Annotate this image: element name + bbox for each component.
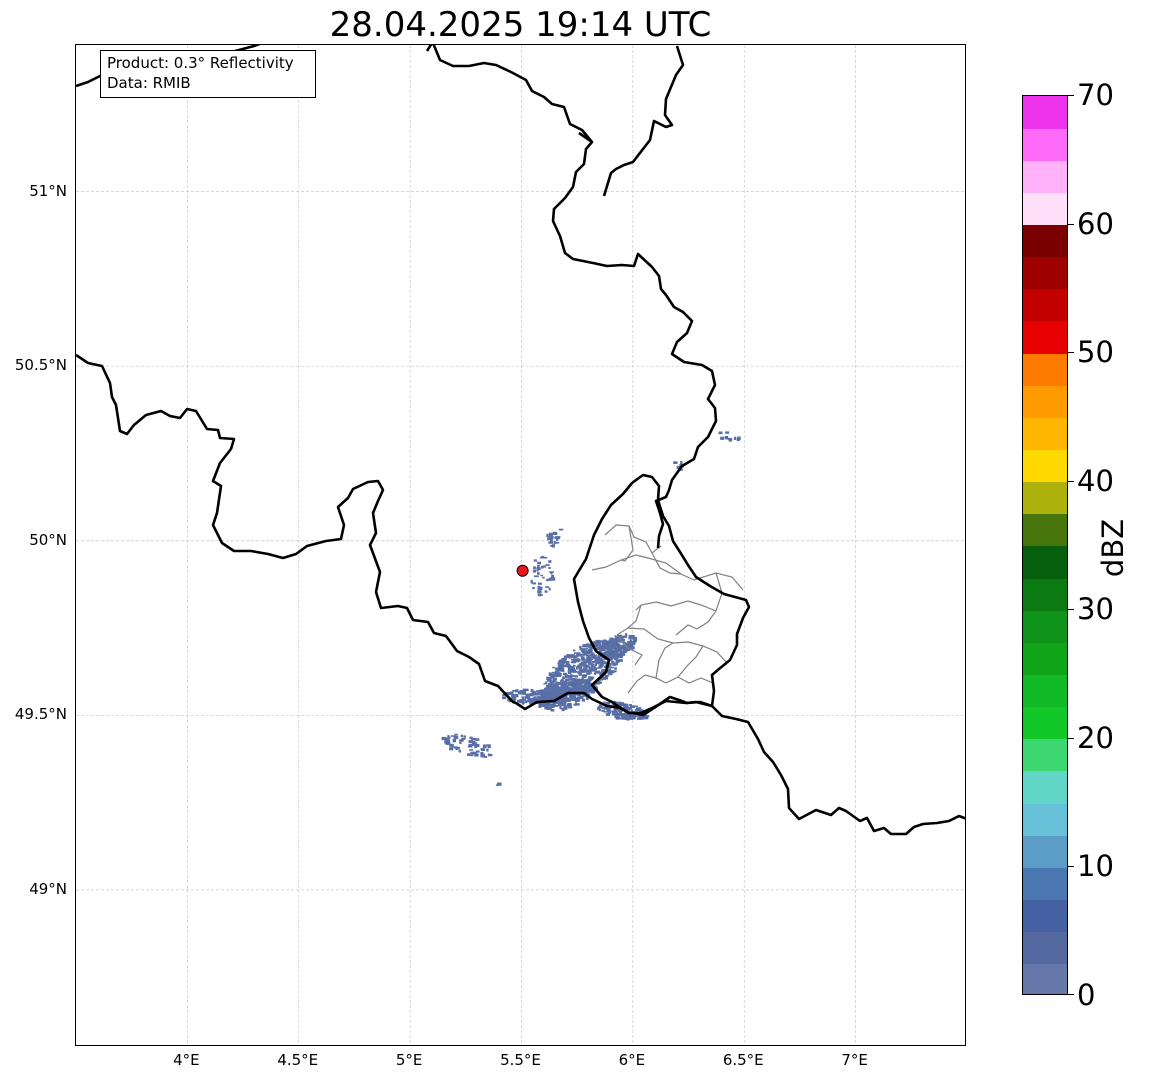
colorbar-segment bbox=[1023, 835, 1067, 868]
colorbar-segment bbox=[1023, 738, 1067, 772]
colorbar-tick-label: 50 bbox=[1077, 335, 1114, 370]
colorbar-segment bbox=[1023, 642, 1067, 676]
lon-tick-label: 6.5°E bbox=[722, 1051, 764, 1069]
radar-map bbox=[76, 45, 965, 1045]
lon-tick-label: 4°E bbox=[173, 1051, 200, 1069]
colorbar-tick-mark bbox=[1068, 352, 1074, 354]
graticule bbox=[76, 45, 965, 1045]
colorbar-segment bbox=[1023, 513, 1067, 547]
colorbar-tick-label: 40 bbox=[1077, 463, 1114, 498]
colorbar-segment bbox=[1023, 481, 1067, 515]
subregion-border bbox=[627, 674, 714, 694]
map-title: 28.04.2025 19:14 UTC bbox=[329, 5, 712, 45]
border-coast-shift bbox=[425, 45, 433, 52]
colorbar-tick-label: 30 bbox=[1077, 592, 1114, 627]
product-label: Product: 0.3° Reflectivity bbox=[107, 54, 294, 72]
colorbar-segment bbox=[1023, 546, 1067, 579]
colorbar-tick-label: 20 bbox=[1077, 720, 1114, 755]
colorbar-tick-mark bbox=[1068, 994, 1074, 995]
colorbar-segment bbox=[1023, 610, 1067, 643]
subregion-border bbox=[627, 604, 642, 629]
border-belgium-germany bbox=[432, 45, 718, 549]
colorbar bbox=[1022, 95, 1068, 995]
subregion-border bbox=[620, 525, 634, 562]
lon-tick-label: 5.5°E bbox=[500, 1051, 541, 1069]
border-netherlands bbox=[602, 45, 685, 197]
subregion-border bbox=[655, 642, 674, 679]
colorbar-segment bbox=[1023, 160, 1067, 193]
subregion-borders bbox=[591, 524, 744, 694]
border-luxembourg bbox=[572, 473, 751, 717]
subregion-border bbox=[591, 554, 744, 591]
colorbar-segment bbox=[1023, 771, 1067, 804]
product-info-box: Product: 0.3° Reflectivity Data: RMIB bbox=[100, 50, 316, 98]
national-borders bbox=[76, 45, 965, 836]
lat-tick-label: 50.5°N bbox=[14, 356, 67, 375]
colorbar-segment bbox=[1023, 385, 1067, 418]
colorbar-tick-mark bbox=[1068, 223, 1074, 225]
colorbar-segment bbox=[1023, 963, 1067, 994]
colorbar-segment bbox=[1023, 96, 1067, 129]
colorbar-unit-label: dBZ bbox=[1096, 518, 1130, 578]
subregion-border bbox=[616, 634, 643, 666]
colorbar-segment bbox=[1023, 321, 1067, 354]
colorbar-segment bbox=[1023, 417, 1067, 451]
lat-tick-label: 49.5°N bbox=[14, 705, 67, 724]
border-france-belgium-south bbox=[515, 691, 713, 715]
subregion-border bbox=[635, 600, 717, 612]
border-germany-east bbox=[711, 705, 965, 836]
lat-tick-label: 51°N bbox=[29, 181, 67, 200]
colorbar-tick-mark bbox=[1068, 95, 1074, 96]
colorbar-segment bbox=[1023, 803, 1067, 836]
map-panel[interactable] bbox=[75, 44, 966, 1046]
colorbar-segment bbox=[1023, 931, 1067, 965]
colorbar-tick-label: 10 bbox=[1077, 849, 1114, 884]
lon-tick-label: 7°E bbox=[841, 1051, 868, 1069]
border-belgium-west bbox=[76, 353, 517, 705]
data-source-label: Data: RMIB bbox=[107, 74, 191, 92]
radar-site-marker bbox=[516, 564, 529, 577]
lat-tick-label: 50°N bbox=[29, 530, 67, 549]
lon-tick-label: 4.5°E bbox=[277, 1051, 319, 1069]
lat-tick-label: 49°N bbox=[29, 879, 67, 898]
colorbar-segment bbox=[1023, 224, 1067, 258]
colorbar-segment bbox=[1023, 899, 1067, 933]
colorbar-segment bbox=[1023, 674, 1067, 708]
lon-tick-label: 5°E bbox=[395, 1051, 423, 1069]
colorbar-tick-mark bbox=[1068, 866, 1074, 868]
subregion-border bbox=[677, 645, 704, 678]
colorbar-segment bbox=[1023, 706, 1067, 740]
colorbar-segment bbox=[1023, 353, 1067, 386]
colorbar-segment bbox=[1023, 192, 1067, 226]
colorbar-tick-label: 60 bbox=[1077, 206, 1114, 241]
colorbar-tick-label: 70 bbox=[1077, 78, 1114, 112]
colorbar-segment bbox=[1023, 256, 1067, 290]
colorbar-tick-mark bbox=[1068, 737, 1074, 739]
colorbar-tick-label: 0 bbox=[1077, 978, 1096, 1012]
colorbar-segment bbox=[1023, 288, 1067, 322]
colorbar-segment bbox=[1023, 867, 1067, 901]
border-netherlands-east bbox=[578, 131, 593, 144]
colorbar-tick-mark bbox=[1068, 609, 1074, 611]
colorbar-segment bbox=[1023, 128, 1067, 161]
colorbar-segment bbox=[1023, 578, 1067, 611]
lon-tick-label: 6°E bbox=[618, 1051, 646, 1069]
radar-echoes bbox=[441, 431, 741, 786]
colorbar-segment bbox=[1023, 449, 1067, 483]
subregion-border bbox=[651, 552, 682, 575]
colorbar-tick-mark bbox=[1068, 480, 1074, 482]
